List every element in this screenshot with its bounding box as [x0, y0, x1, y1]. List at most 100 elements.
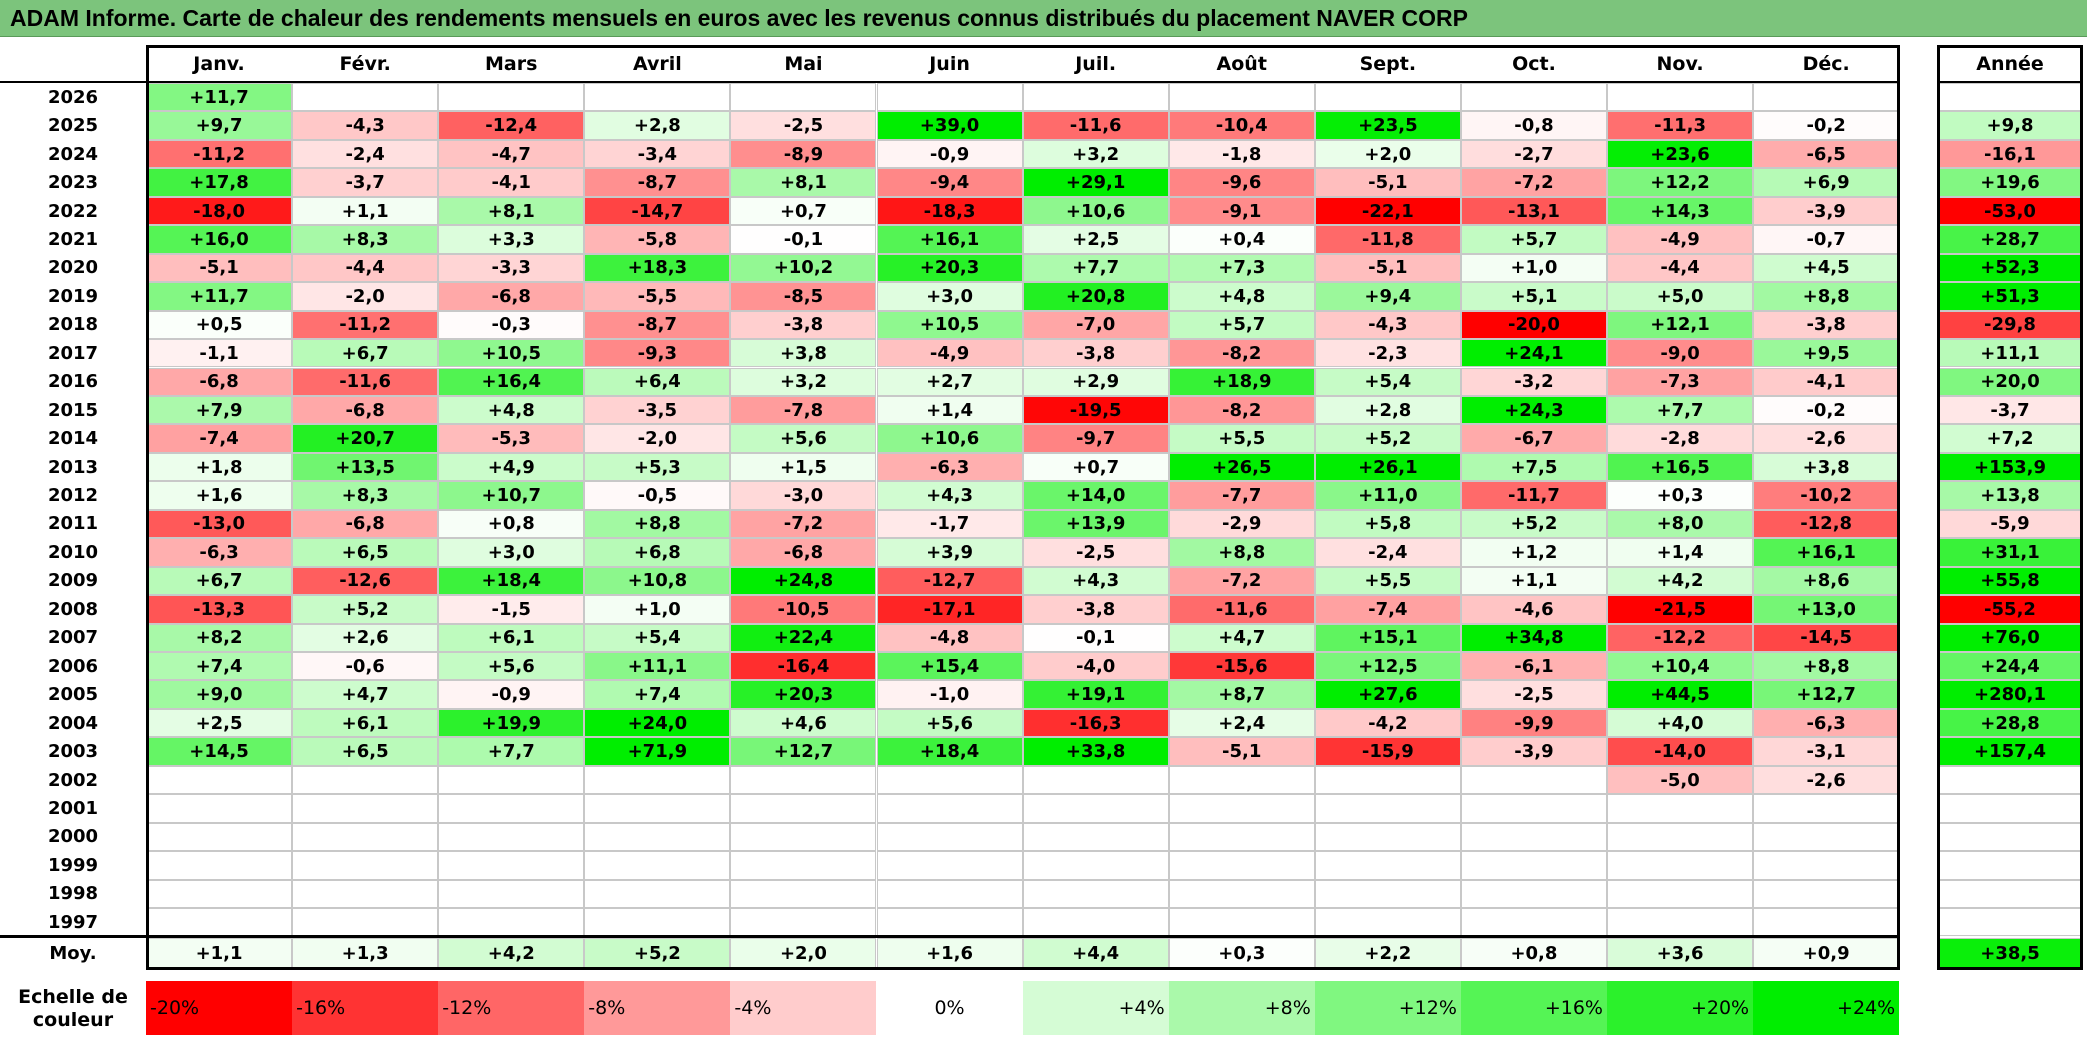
heatmap-cell: +10,6 — [876, 424, 1023, 453]
heatmap-cell — [730, 822, 877, 852]
heatmap-cell: -2,5 — [1460, 680, 1607, 709]
heatmap-cell: -2,7 — [1460, 139, 1607, 169]
heatmap-cell: +0,7 — [730, 196, 877, 226]
heatmap-cell: -5,8 — [584, 225, 731, 254]
heatmap-cell: +4,0 — [1607, 708, 1754, 738]
year-label: 1997 — [47, 911, 99, 933]
heatmap-cell — [730, 908, 877, 937]
year-label: 2020 — [47, 257, 99, 279]
heatmap-cell: +20,7 — [292, 424, 439, 453]
heatmap-cell: +9,7 — [146, 111, 293, 140]
heatmap-cell: -18,0 — [146, 196, 293, 226]
heatmap-cell: +5,6 — [438, 652, 585, 681]
annual-cell: -55,2 — [1937, 595, 2083, 624]
heatmap-cell: -4,9 — [1607, 225, 1754, 254]
heatmap-cell — [438, 879, 585, 909]
heatmap-cell: +7,5 — [1460, 452, 1607, 482]
year-label: 2019 — [47, 285, 99, 307]
heatmap-cell: +4,9 — [438, 452, 585, 482]
heatmap-cell — [1460, 879, 1607, 909]
scale-swatch: 0% — [876, 981, 1023, 1035]
heatmap-cell — [292, 794, 439, 823]
heatmap-cell: +1,5 — [730, 452, 877, 482]
heatmap-cell: -0,9 — [876, 139, 1023, 169]
heatmap-cell: +2,8 — [1314, 395, 1461, 425]
heatmap-cell: -2,6 — [1753, 765, 1900, 795]
year-label: 2013 — [47, 456, 99, 478]
heatmap-cell: -4,1 — [438, 168, 585, 197]
heatmap-cell — [1022, 765, 1169, 795]
heatmap-cell: -9,0 — [1607, 339, 1754, 368]
heatmap-cell: -9,7 — [1022, 424, 1169, 453]
year-label: 2017 — [47, 342, 99, 364]
heatmap-cell: -0,8 — [1460, 111, 1607, 140]
heatmap-cell: +13,0 — [1753, 595, 1900, 624]
heatmap-cell: -4,8 — [876, 623, 1023, 652]
heatmap-cell: -9,9 — [1460, 708, 1607, 738]
year-label: 2023 — [47, 172, 99, 194]
heatmap-cell — [146, 794, 293, 823]
month-header: Août — [1216, 52, 1267, 75]
heatmap-cell: -16,3 — [1022, 708, 1169, 738]
annual-cell — [1937, 83, 2083, 112]
scale-swatch: +24% — [1753, 981, 1900, 1035]
annual-cell — [1937, 908, 2083, 937]
heatmap-cell: +39,0 — [876, 111, 1023, 140]
year-label: 2010 — [47, 541, 99, 563]
heatmap-cell: +29,1 — [1022, 168, 1169, 197]
heatmap-cell — [1753, 822, 1900, 852]
year-label: 2008 — [47, 598, 99, 620]
heatmap-cell — [1753, 83, 1900, 112]
heatmap-cell — [730, 851, 877, 880]
scale-swatch: +12% — [1314, 981, 1461, 1035]
heatmap-cell: -7,2 — [730, 509, 877, 539]
heatmap-cell: +13,5 — [292, 452, 439, 482]
heatmap-cell: +12,5 — [1314, 652, 1461, 681]
heatmap-cell — [1168, 851, 1315, 880]
heatmap-cell: -8,9 — [730, 139, 877, 169]
heatmap-cell — [876, 794, 1023, 823]
heatmap-cell: +8,7 — [1168, 680, 1315, 709]
annual-cell: +52,3 — [1937, 253, 2083, 283]
heatmap-cell: +24,8 — [730, 566, 877, 596]
heatmap-cell: -5,1 — [1314, 168, 1461, 197]
heatmap-cell: -9,6 — [1168, 168, 1315, 197]
heatmap-cell — [1022, 851, 1169, 880]
scale-swatch: -20% — [146, 981, 293, 1035]
heatmap-cell: -13,3 — [146, 595, 293, 624]
heatmap-cell — [1753, 908, 1900, 937]
heatmap-cell: +4,7 — [1168, 623, 1315, 652]
heatmap-cell: +5,4 — [1314, 367, 1461, 396]
heatmap-cell: +12,2 — [1607, 168, 1754, 197]
average-cell: +4,2 — [438, 938, 585, 968]
heatmap-cell: -1,1 — [146, 339, 293, 368]
heatmap-cell: -9,1 — [1168, 196, 1315, 226]
heatmap-cell: +6,8 — [584, 538, 731, 567]
heatmap-cell — [292, 879, 439, 909]
heatmap-cell: -2,0 — [584, 424, 731, 453]
heatmap-cell — [438, 851, 585, 880]
heatmap-cell — [1460, 822, 1607, 852]
heatmap-cell: -21,5 — [1607, 595, 1754, 624]
annual-cell: +55,8 — [1937, 566, 2083, 596]
heatmap-cell — [1022, 822, 1169, 852]
heatmap-cell — [584, 794, 731, 823]
annual-cell: -3,7 — [1937, 395, 2083, 425]
year-label: 2002 — [47, 769, 99, 791]
heatmap-cell: +8,8 — [1753, 652, 1900, 681]
heatmap-cell: +18,9 — [1168, 367, 1315, 396]
heatmap-cell — [1607, 908, 1754, 937]
heatmap-cell: -0,2 — [1753, 111, 1900, 140]
annual-cell: +7,2 — [1937, 424, 2083, 453]
heatmap-cell: +33,8 — [1022, 737, 1169, 766]
heatmap-cell: +8,0 — [1607, 509, 1754, 539]
heatmap-cell: +5,7 — [1460, 225, 1607, 254]
heatmap-cell — [1314, 908, 1461, 937]
heatmap-cell: +7,7 — [1022, 253, 1169, 283]
heatmap-cell: -18,3 — [876, 196, 1023, 226]
heatmap-cell: +26,5 — [1168, 452, 1315, 482]
heatmap-cell: +1,1 — [1460, 566, 1607, 596]
heatmap-cell: -12,8 — [1753, 509, 1900, 539]
heatmap-cell: +2,7 — [876, 367, 1023, 396]
scale-swatch: -4% — [730, 981, 877, 1035]
